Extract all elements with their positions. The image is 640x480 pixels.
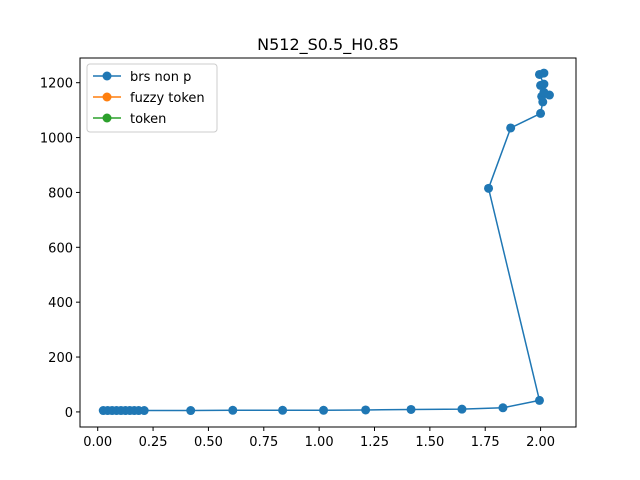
- chart-title: N512_S0.5_H0.85: [257, 35, 399, 55]
- x-tick-label: 1.50: [415, 435, 444, 450]
- data-point: [319, 405, 329, 415]
- x-tick-label: 0.25: [139, 435, 168, 450]
- y-tick-label: 1000: [40, 132, 73, 147]
- plot-frame: [79, 57, 577, 428]
- x-tick-label: 2.00: [526, 435, 555, 450]
- legend-marker: [102, 92, 112, 102]
- y-tick-label: 800: [48, 186, 73, 201]
- legend-marker: [102, 113, 112, 123]
- data-point: [534, 395, 544, 405]
- data-point: [186, 406, 196, 416]
- y-tick-label: 200: [48, 351, 73, 366]
- legend-box: [86, 63, 218, 133]
- data-point: [457, 404, 467, 414]
- y-tick-label: 0: [65, 406, 73, 421]
- x-tick-label: 0.00: [83, 435, 112, 450]
- data-point: [139, 406, 149, 416]
- data-point: [539, 68, 549, 78]
- data-point: [406, 404, 416, 414]
- legend-label: fuzzy token: [130, 91, 205, 106]
- data-point: [539, 79, 549, 89]
- data-point: [361, 405, 371, 415]
- legend: brs non p fuzzy token token: [86, 63, 218, 133]
- x-tick-label: 0.50: [194, 435, 223, 450]
- x-axis: 0.00 0.25 0.50 0.75 1.00 1.25 1.50 1.75 2.00: [83, 427, 555, 450]
- legend-label: token: [130, 112, 166, 127]
- data-point: [278, 405, 288, 415]
- data-point: [498, 403, 508, 413]
- legend-marker: [102, 71, 112, 81]
- x-tick-label: 1.00: [305, 435, 334, 450]
- y-tick-label: 1200: [40, 77, 73, 92]
- y-tick-label: 400: [48, 296, 73, 311]
- data-point: [506, 123, 516, 133]
- y-tick-label: 600: [48, 241, 73, 256]
- data-point: [539, 87, 549, 97]
- legend-label: brs non p: [130, 70, 191, 85]
- data-point: [536, 108, 546, 118]
- data-point: [484, 183, 494, 193]
- plot-area: [98, 68, 554, 416]
- y-axis: 0 200 400 600 800 1000 1200: [40, 77, 80, 421]
- x-tick-label: 1.75: [471, 435, 500, 450]
- data-point: [228, 405, 238, 415]
- x-tick-label: 1.25: [360, 435, 389, 450]
- x-tick-label: 0.75: [249, 435, 278, 450]
